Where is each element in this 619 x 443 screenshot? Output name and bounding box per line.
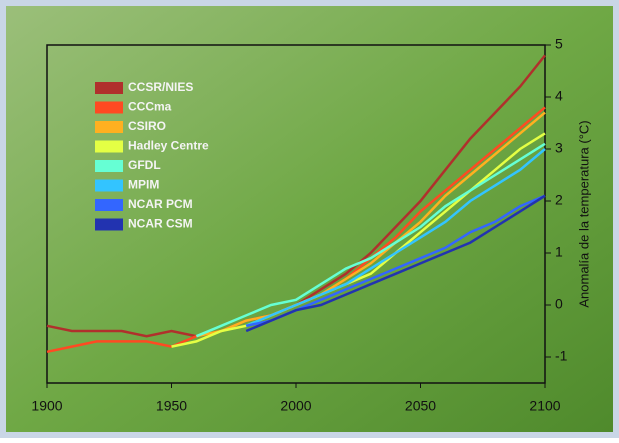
legend-swatch <box>95 219 123 231</box>
legend-label: NCAR PCM <box>128 197 193 211</box>
legend-swatch <box>95 82 123 94</box>
legend-swatch <box>95 141 123 153</box>
y-axis-label: Anomalía de la temperatura (°C) <box>576 120 591 307</box>
legend-label: CSIRO <box>128 119 166 133</box>
legend-swatch <box>95 121 123 133</box>
x-tick-label: 2050 <box>405 398 436 414</box>
legend-label: NCAR CSM <box>128 217 193 231</box>
legend-label: GFDL <box>128 158 161 172</box>
legend-swatch <box>95 180 123 192</box>
legend-label: Hadley Centre <box>128 139 209 153</box>
legend-label: CCSR/NIES <box>128 80 193 94</box>
x-tick-label: 1950 <box>156 398 187 414</box>
legend-swatch <box>95 102 123 114</box>
legend-swatch <box>95 160 123 172</box>
y-tick-label: 2 <box>555 192 563 208</box>
legend-label: CCCma <box>128 100 172 114</box>
y-tick-label: 0 <box>555 296 563 312</box>
x-tick-label: 2100 <box>529 398 560 414</box>
chart: Anomalía de la temperatura (°C) -1 0 1 2 3 4 5… <box>0 0 619 438</box>
y-tick-label: 5 <box>555 36 563 52</box>
y-tick-label: 3 <box>555 140 563 156</box>
legend-label: MPIM <box>128 178 159 192</box>
y-tick-label: 1 <box>555 244 563 260</box>
legend-swatch <box>95 199 123 211</box>
x-tick-label: 1900 <box>31 398 62 414</box>
y-tick-label: -1 <box>555 348 568 364</box>
y-tick-label: 4 <box>555 88 563 104</box>
x-tick-label: 2000 <box>280 398 311 414</box>
